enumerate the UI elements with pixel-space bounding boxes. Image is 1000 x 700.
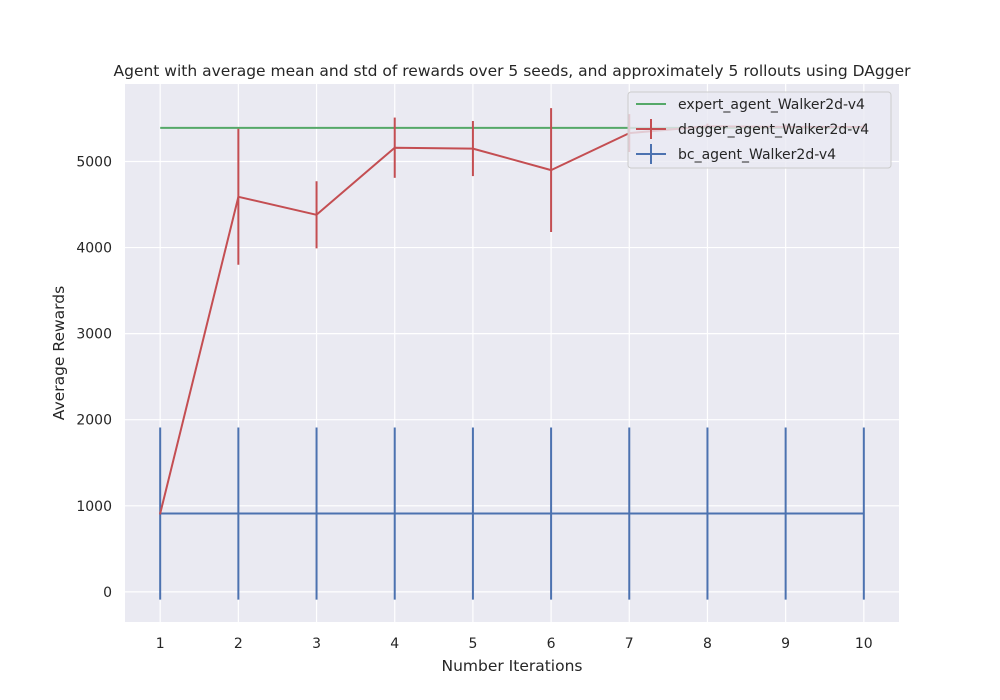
x-tick-label: 8 [703,636,712,652]
x-tick-label: 1 [156,636,165,652]
x-tick-label: 10 [855,636,873,652]
legend-box [627,91,892,169]
plot-background [125,84,899,622]
x-tick-label: 2 [234,636,243,652]
y-tick-label: 1000 [76,499,112,515]
x-tick-label: 6 [547,636,556,652]
grid [125,84,899,622]
legend-label: bc_agent_Walker2d-v4 [678,147,836,163]
y-tick-label: 2000 [76,413,112,429]
x-tick-label: 4 [390,636,399,652]
x-axis-label: Number Iterations [441,657,582,675]
y-tick-label: 0 [103,585,112,601]
y-tick-label: 4000 [76,241,112,257]
x-tick-label: 9 [781,636,790,652]
y-tick-label: 3000 [76,327,112,343]
x-tick-label: 5 [468,636,477,652]
series-bc_agent_Walker2d-v4 [159,427,865,600]
y-axis-label: Average Rewards [50,286,68,420]
y-tick-label: 5000 [76,154,112,170]
legend-label: expert_agent_Walker2d-v4 [678,97,865,113]
chart-title: Agent with average mean and std of rewar… [114,62,912,80]
legend-label: dagger_agent_Walker2d-v4 [678,122,869,138]
x-tick-label: 3 [312,636,321,652]
legend: expert_agent_Walker2d-v4 dagger_agent_Wal… [627,91,892,169]
ticks: 1 2 3 4 5 6 7 8 9 10 0 1000 2000 3000 4000 5000 [76,154,872,652]
x-tick-label: 7 [625,636,634,652]
